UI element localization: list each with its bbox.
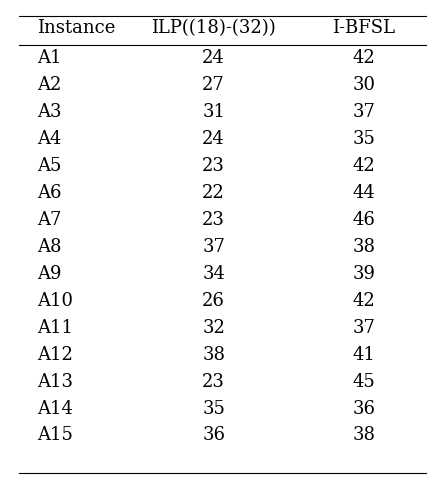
Text: 38: 38 xyxy=(202,346,225,363)
Text: 24: 24 xyxy=(202,49,225,67)
Text: 42: 42 xyxy=(352,157,376,175)
Text: A2: A2 xyxy=(37,76,61,94)
Text: A11: A11 xyxy=(37,318,73,337)
Text: 35: 35 xyxy=(352,130,376,148)
Text: 36: 36 xyxy=(202,426,225,444)
Text: 41: 41 xyxy=(352,346,376,363)
Text: 31: 31 xyxy=(202,103,225,121)
Text: 45: 45 xyxy=(352,373,376,391)
Text: 39: 39 xyxy=(352,265,376,283)
Text: 24: 24 xyxy=(202,130,225,148)
Text: 22: 22 xyxy=(202,184,225,202)
Text: 38: 38 xyxy=(352,238,376,256)
Text: A10: A10 xyxy=(37,292,73,310)
Text: A9: A9 xyxy=(37,265,61,283)
Text: 23: 23 xyxy=(202,157,225,175)
Text: A15: A15 xyxy=(37,426,73,444)
Text: 42: 42 xyxy=(352,49,376,67)
Text: A6: A6 xyxy=(37,184,61,202)
Text: A12: A12 xyxy=(37,346,73,363)
Text: A1: A1 xyxy=(37,49,61,67)
Text: A7: A7 xyxy=(37,211,61,229)
Text: 46: 46 xyxy=(352,211,376,229)
Text: A4: A4 xyxy=(37,130,61,148)
Text: 34: 34 xyxy=(202,265,225,283)
Text: A5: A5 xyxy=(37,157,61,175)
Text: 37: 37 xyxy=(202,238,225,256)
Text: 37: 37 xyxy=(352,318,376,337)
Text: ILP((18)-(32)): ILP((18)-(32)) xyxy=(151,19,276,37)
Text: A8: A8 xyxy=(37,238,61,256)
Text: 32: 32 xyxy=(202,318,225,337)
Text: 30: 30 xyxy=(352,76,376,94)
Text: 23: 23 xyxy=(202,211,225,229)
Text: 35: 35 xyxy=(202,399,225,418)
Text: 36: 36 xyxy=(352,399,376,418)
Text: 38: 38 xyxy=(352,426,376,444)
Text: 27: 27 xyxy=(202,76,225,94)
Text: 26: 26 xyxy=(202,292,225,310)
Text: 44: 44 xyxy=(352,184,376,202)
Text: Instance: Instance xyxy=(37,19,115,37)
Text: A3: A3 xyxy=(37,103,61,121)
Text: I-BFSL: I-BFSL xyxy=(332,19,396,37)
Text: 42: 42 xyxy=(352,292,376,310)
Text: 23: 23 xyxy=(202,373,225,391)
Text: A14: A14 xyxy=(37,399,73,418)
Text: A13: A13 xyxy=(37,373,73,391)
Text: 37: 37 xyxy=(352,103,376,121)
